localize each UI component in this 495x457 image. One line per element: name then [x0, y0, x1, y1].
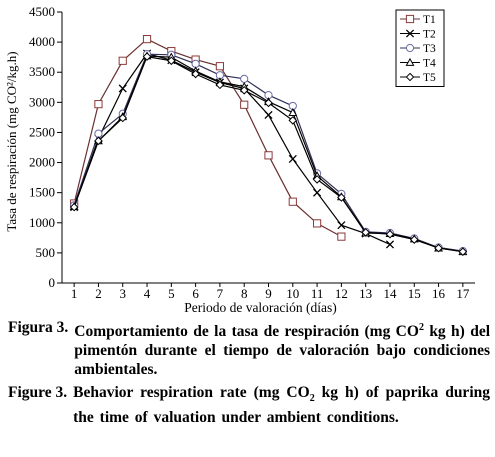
x-tick-label: 10 [286, 286, 299, 301]
series-layer [69, 35, 468, 256]
x-tick-label: 11 [311, 286, 324, 301]
legend-item-t1: T1 [400, 14, 436, 26]
series-t5 [69, 52, 468, 256]
x-tick-label: 4 [144, 286, 151, 301]
data-point-t2 [385, 240, 395, 249]
caption-es-text: Comportamiento de la tasa de respiración… [74, 322, 491, 379]
data-point-t3 [191, 59, 200, 68]
legend: T1 T2 T3 T4 T5 [395, 9, 445, 87]
data-point-t2 [288, 154, 297, 164]
caption-en-label: Figure 3. [8, 384, 68, 401]
legend-label: T1 [423, 14, 436, 26]
data-point-t5 [409, 235, 419, 244]
x-tick-label: 16 [432, 286, 446, 301]
x-tick-label: 1 [71, 286, 78, 301]
y-tick-label: 1000 [29, 215, 55, 230]
data-point-t2 [118, 84, 127, 93]
data-point-t2 [337, 221, 346, 230]
y-tick-label: 3500 [29, 64, 55, 79]
data-point-t1 [288, 197, 297, 206]
x-tick-label: 8 [241, 286, 248, 301]
data-point-t1 [337, 232, 346, 241]
figure-caption-spanish: Figura 3. Comportamiento de la tasa de r… [8, 318, 490, 379]
data-point-t3 [94, 129, 103, 138]
data-point-t1 [312, 219, 322, 228]
series-t2 [70, 49, 395, 249]
x-tick-label: 5 [168, 286, 175, 301]
y-tick-label: 2500 [29, 124, 55, 139]
legend-item-t2: T2 [400, 29, 436, 41]
y-tick-label: 0 [49, 275, 56, 290]
data-point-t1 [142, 35, 152, 44]
data-point-t5 [191, 69, 200, 79]
y-tick-label: 4000 [29, 34, 55, 49]
legend-label: T4 [423, 58, 436, 70]
data-point-t5 [94, 136, 103, 146]
data-point-t3 [240, 74, 249, 83]
legend-marker [405, 72, 415, 82]
x-tick-label: 3 [119, 286, 126, 301]
figure-caption-english: Figure 3. Behavior respiration rate (mg … [8, 383, 490, 427]
x-tick-label: 12 [335, 286, 348, 301]
caption-es-label: Figura 3. [8, 319, 69, 336]
legend-label: T2 [423, 29, 436, 41]
data-point-t1 [240, 100, 249, 109]
legend-label: T5 [423, 72, 436, 84]
data-point-t5 [361, 228, 370, 237]
x-tick-label: 7 [217, 286, 224, 301]
x-tick-label: 2 [95, 286, 102, 301]
data-point-t1 [118, 56, 127, 65]
data-point-t5 [142, 52, 152, 61]
data-point-t5 [69, 202, 79, 212]
data-point-t5 [288, 116, 298, 125]
data-point-t5 [264, 98, 273, 108]
data-point-t1 [264, 151, 273, 160]
series-line-t2 [73, 52, 391, 246]
legend-label: T3 [423, 43, 436, 55]
data-point-t1 [94, 100, 103, 109]
data-point-t5 [337, 193, 346, 202]
data-point-t5 [434, 243, 443, 253]
legend-item-t3: T3 [400, 43, 436, 55]
data-point-t5 [215, 80, 225, 90]
x-tick-label: 14 [383, 286, 397, 301]
data-point-t2 [313, 188, 322, 197]
data-point-t5 [239, 85, 249, 95]
series-t1 [70, 35, 346, 241]
legend-item-t5: T5 [400, 72, 436, 84]
data-point-t1 [215, 62, 225, 71]
y-tick-label: 1500 [29, 185, 55, 200]
legend-marker [405, 43, 415, 53]
x-tick-label: 9 [265, 286, 272, 301]
legend-marker [405, 57, 415, 66]
legend-marker [405, 14, 415, 24]
legend-marker [405, 29, 415, 38]
x-axis-title: Periodo de valoración (días) [184, 300, 337, 315]
caption-en-text: Behavior respiration rate (mg CO2 kg h) … [73, 384, 490, 427]
data-point-t2 [264, 110, 273, 120]
data-point-t5 [312, 175, 322, 184]
x-tick-label: 6 [192, 286, 199, 301]
y-tick-label: 2000 [29, 155, 55, 170]
y-tick-label: 500 [36, 245, 56, 260]
x-tick-label: 17 [456, 286, 470, 301]
data-point-t5 [118, 113, 128, 123]
data-point-t4 [288, 107, 298, 116]
legend-item-t4: T4 [400, 58, 436, 70]
data-point-t5 [385, 229, 395, 239]
series-line-t1 [73, 38, 342, 238]
data-point-t5 [167, 56, 176, 66]
x-tick-label: 13 [359, 286, 372, 301]
y-tick-label: 3000 [29, 94, 55, 109]
y-tick-label: 4500 [29, 4, 55, 19]
y-axis-title: Tasa de respiración (mg CO²/kg.h) [4, 51, 19, 231]
x-tick-label: 15 [408, 286, 421, 301]
data-point-t5 [458, 247, 468, 256]
